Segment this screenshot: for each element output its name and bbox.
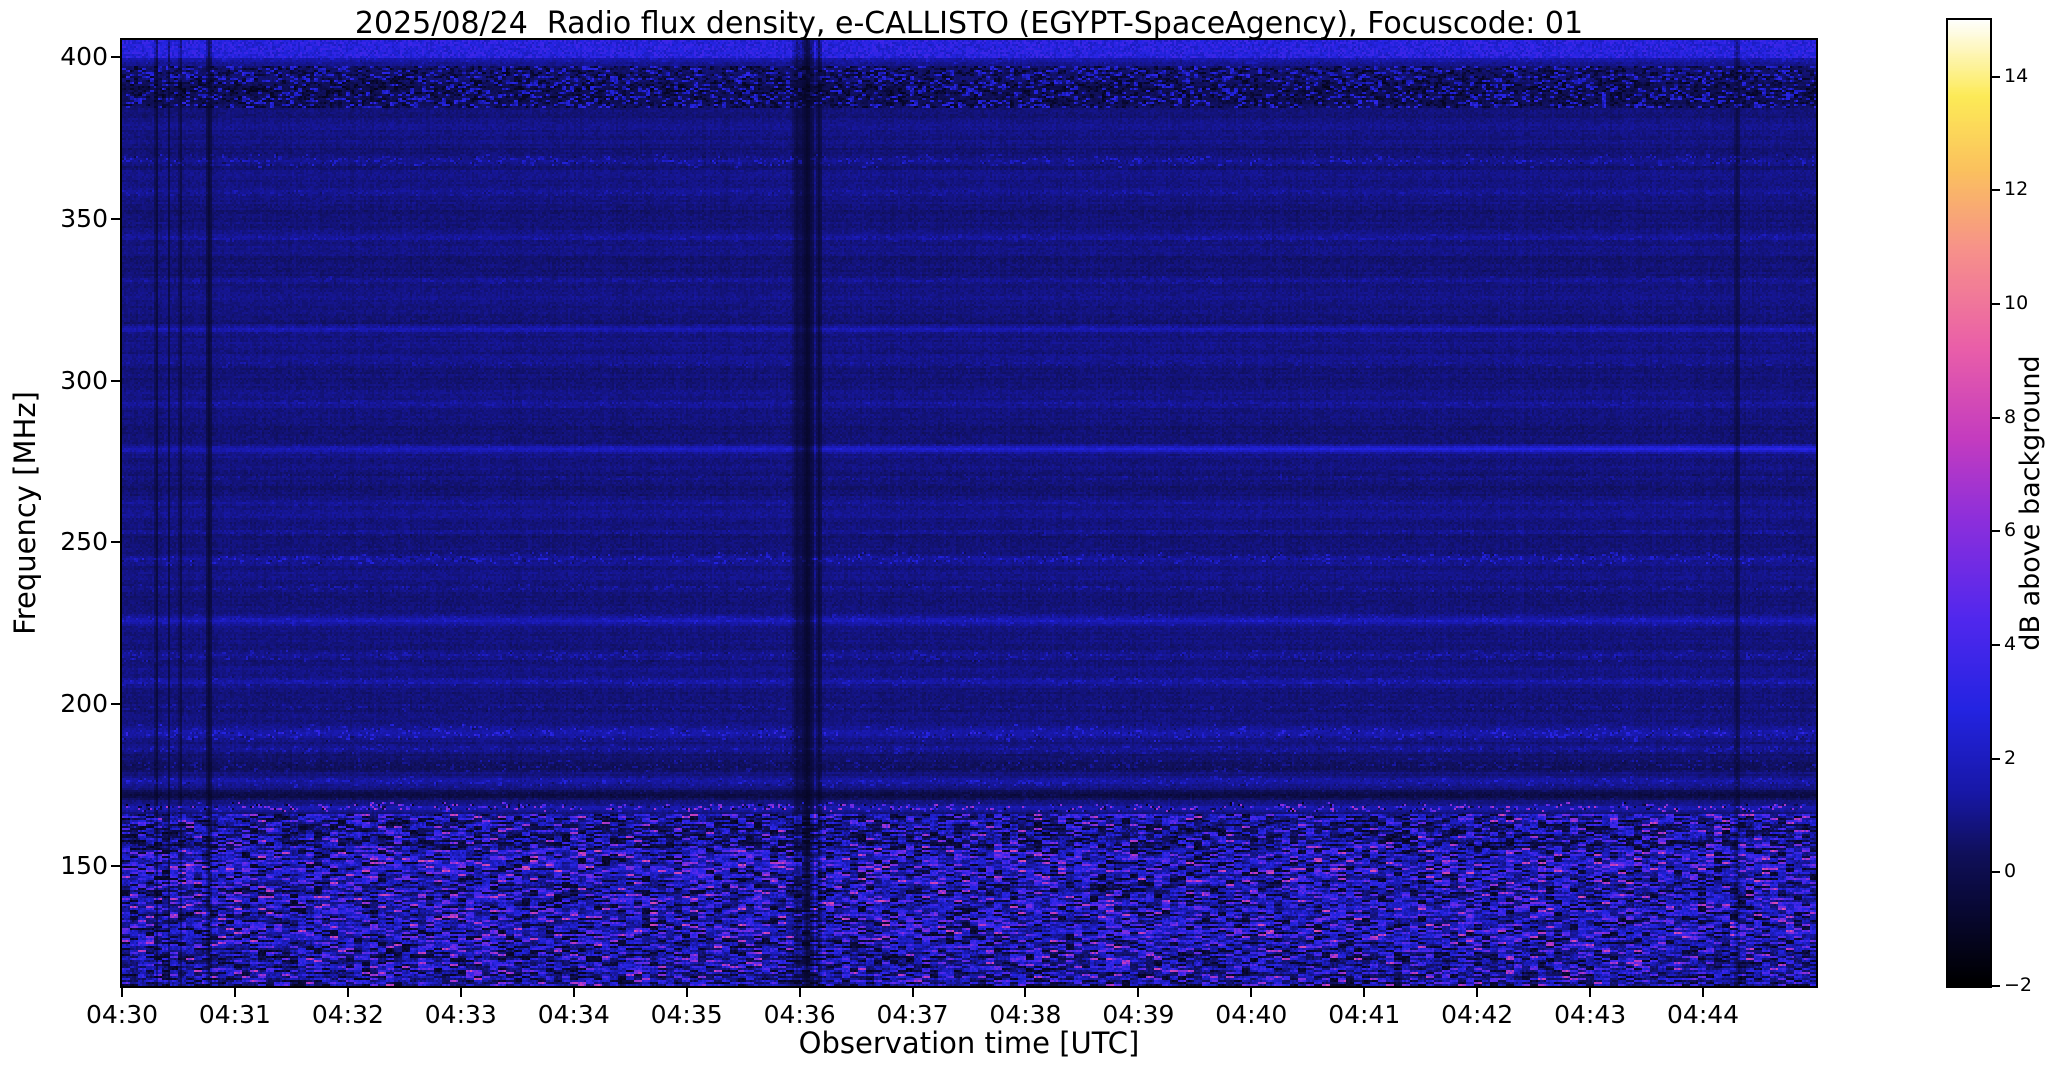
y-tick-label: 400 [60, 42, 108, 72]
x-tick-mark [1137, 988, 1140, 997]
y-tick-mark [111, 541, 120, 544]
y-tick-mark [111, 56, 120, 59]
chart-title: 2025/08/24 Radio flux density, e-CALLIST… [354, 6, 1584, 41]
x-tick-label: 04:36 [763, 1000, 836, 1029]
colorbar-tick-label: 2 [2004, 746, 2017, 769]
y-tick-label: 250 [60, 527, 108, 557]
x-tick-label: 04:40 [1215, 1000, 1288, 1029]
x-tick-label: 04:42 [1441, 1000, 1514, 1029]
colorbar-tick-mark [1992, 757, 2000, 760]
colorbar-tick-mark [1992, 416, 2000, 419]
x-tick-mark [1363, 988, 1366, 997]
x-tick-mark [346, 988, 349, 997]
x-tick-label: 04:38 [989, 1000, 1062, 1029]
colorbar [1946, 18, 1992, 988]
x-tick-mark [121, 988, 123, 997]
x-axis-label: Observation time [UTC] [798, 1026, 1140, 1060]
colorbar-tick-mark [1992, 189, 2000, 192]
y-tick-label: 200 [60, 689, 108, 719]
x-tick-mark [911, 988, 914, 997]
y-tick-mark [111, 864, 120, 867]
x-tick-mark [1250, 988, 1253, 997]
x-tick-label: 04:35 [650, 1000, 723, 1029]
x-tick-label: 04:43 [1554, 1000, 1627, 1029]
x-tick-label: 04:31 [198, 1000, 271, 1029]
x-tick-mark [1476, 988, 1479, 997]
colorbar-tick-mark [1992, 985, 2000, 987]
colorbar-tick-label: 0 [2004, 860, 2017, 883]
x-tick-mark [572, 988, 575, 997]
colorbar-tick-label: 6 [2004, 519, 2017, 542]
colorbar-tick-label: 4 [2004, 633, 2017, 656]
x-tick-mark [1702, 988, 1705, 997]
colorbar-tick-mark [1992, 303, 2000, 306]
colorbar-tick-label: 10 [2004, 292, 2029, 315]
x-tick-label: 04:33 [424, 1000, 497, 1029]
colorbar-tick-label: 14 [2004, 64, 2029, 87]
colorbar-label: dB above background [2015, 355, 2046, 651]
y-tick-mark [111, 703, 120, 706]
colorbar-tick-mark [1992, 871, 2000, 874]
colorbar-tick-label: −2 [2004, 974, 2033, 996]
y-tick-label: 300 [60, 365, 108, 395]
x-tick-label: 04:44 [1667, 1000, 1740, 1029]
plot-area [120, 38, 1818, 988]
colorbar-tick-label: 8 [2004, 405, 2017, 428]
x-tick-mark [1024, 988, 1027, 997]
y-tick-label: 350 [60, 203, 108, 233]
x-tick-mark [685, 988, 688, 997]
y-tick-mark [111, 379, 120, 382]
colorbar-gradient [1948, 20, 1990, 986]
x-tick-mark [233, 988, 236, 997]
colorbar-tick-label: 12 [2004, 178, 2029, 201]
x-tick-mark [459, 988, 462, 997]
y-tick-label: 150 [60, 850, 108, 880]
x-tick-mark [1589, 988, 1592, 997]
x-tick-label: 04:41 [1328, 1000, 1401, 1029]
x-tick-label: 04:34 [537, 1000, 610, 1029]
y-tick-mark [111, 217, 120, 220]
colorbar-tick-mark [1992, 75, 2000, 78]
colorbar-tick-mark [1992, 530, 2000, 533]
x-tick-label: 04:37 [876, 1000, 949, 1029]
x-tick-mark [798, 988, 801, 997]
spectrogram-canvas [122, 40, 1816, 986]
colorbar-tick-mark [1992, 644, 2000, 647]
x-tick-label: 04:32 [311, 1000, 384, 1029]
x-tick-label: 04:39 [1102, 1000, 1175, 1029]
x-tick-label: 04:30 [85, 1000, 159, 1029]
